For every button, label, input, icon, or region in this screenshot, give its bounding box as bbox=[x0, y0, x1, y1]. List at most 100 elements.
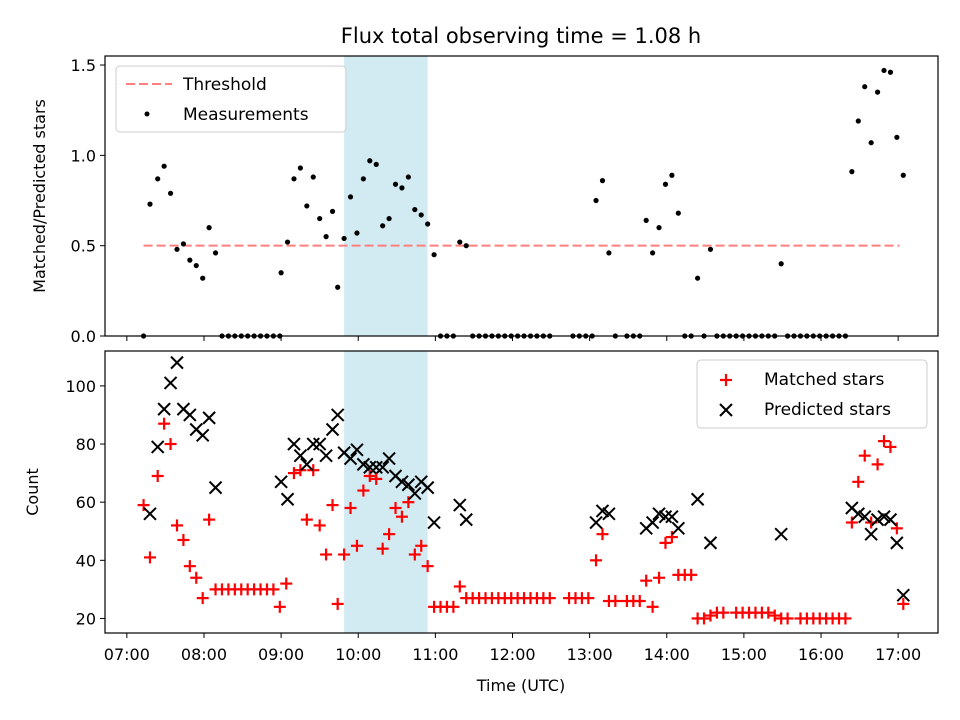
measurement-point bbox=[323, 234, 329, 240]
measurement-point bbox=[900, 172, 906, 178]
x-tick-label: 08:00 bbox=[181, 645, 227, 664]
predicted-star-point bbox=[183, 408, 197, 422]
predicted-star-point bbox=[150, 440, 165, 454]
predicted-star-point bbox=[896, 588, 910, 602]
measurement-point bbox=[707, 246, 714, 252]
predicted-star-point bbox=[645, 515, 660, 530]
predicted-star-point bbox=[208, 480, 223, 495]
matched-star-point bbox=[190, 571, 203, 584]
matched-star-point bbox=[137, 499, 150, 512]
legend-matched-label: Matched stars bbox=[764, 370, 884, 390]
matched-star-point bbox=[659, 536, 672, 549]
measurement-point bbox=[304, 203, 310, 209]
matched-star-point bbox=[852, 475, 865, 488]
top-y-ticks: 0.0 0.5 1.0 1.5 bbox=[71, 56, 105, 346]
measurement-point bbox=[161, 163, 167, 169]
measurement-point bbox=[874, 89, 881, 95]
predicted-star-point bbox=[170, 355, 184, 370]
measurement-point bbox=[862, 84, 868, 90]
x-tick-label: 07:00 bbox=[104, 645, 150, 664]
measurement-point bbox=[147, 201, 153, 207]
measurement-point bbox=[405, 174, 411, 180]
predicted-star-point bbox=[202, 411, 216, 425]
matched-star-point bbox=[143, 551, 156, 564]
matched-star-point bbox=[665, 531, 678, 544]
legend-predicted-label: Predicted stars bbox=[764, 400, 891, 420]
measurement-point bbox=[354, 230, 360, 236]
matched-star-point bbox=[698, 612, 711, 625]
matched-star-point bbox=[357, 484, 370, 497]
matched-star-point bbox=[717, 606, 730, 619]
matched-star-point bbox=[280, 577, 293, 590]
top-x-ticks bbox=[126, 336, 899, 341]
measurement-point bbox=[373, 161, 379, 167]
measurement-point bbox=[167, 190, 174, 196]
matched-star-point bbox=[415, 539, 428, 552]
predicted-star-point bbox=[319, 448, 333, 463]
x-tick-label: 12:00 bbox=[489, 645, 535, 664]
predicted-star-point bbox=[459, 512, 473, 527]
matched-star-point bbox=[370, 472, 383, 485]
matched-star-point bbox=[196, 592, 209, 605]
matched-star-point bbox=[762, 606, 775, 619]
matched-star-point bbox=[338, 548, 351, 561]
matched-star-point bbox=[344, 501, 357, 514]
matched-star-point bbox=[402, 496, 415, 509]
x-tick-label: 16:00 bbox=[798, 645, 844, 664]
matched-star-point bbox=[768, 609, 781, 622]
x-tick-label: 14:00 bbox=[644, 645, 690, 664]
matched-star-point bbox=[151, 470, 164, 483]
matched-star-point bbox=[164, 438, 177, 451]
top-y-tick-label: 0.0 bbox=[71, 327, 96, 346]
matched-star-point bbox=[203, 513, 216, 526]
matched-star-point bbox=[183, 560, 196, 573]
matched-star-point bbox=[609, 595, 622, 608]
measurement-point bbox=[380, 223, 386, 229]
predicted-star-point bbox=[350, 443, 364, 457]
predicted-star-point bbox=[375, 460, 390, 474]
matched-star-point bbox=[845, 516, 858, 529]
matched-star-point bbox=[871, 458, 884, 471]
legend-measurements-swatch bbox=[144, 111, 150, 117]
measurement-point bbox=[463, 243, 469, 249]
predicted-star-point bbox=[658, 510, 673, 524]
matched-star-point bbox=[653, 571, 666, 584]
predicted-star-point bbox=[163, 376, 178, 390]
matched-star-point bbox=[313, 519, 326, 532]
legend-predicted-swatch bbox=[719, 403, 733, 417]
measurement-point bbox=[347, 194, 354, 200]
measurement-point bbox=[278, 270, 284, 276]
measurement-point bbox=[291, 176, 297, 182]
x-tick-label: 17:00 bbox=[875, 645, 921, 664]
predicted-star-point bbox=[774, 527, 788, 541]
measurement-point bbox=[200, 275, 206, 281]
matched-star-point bbox=[300, 513, 313, 526]
matched-star-point bbox=[363, 470, 376, 483]
measurement-point bbox=[317, 215, 323, 222]
measurement-point bbox=[180, 241, 187, 247]
measurement-point bbox=[187, 257, 193, 263]
predicted-star-point bbox=[195, 428, 210, 443]
bottom-y-ticks: 20 40 60 80 100 bbox=[65, 377, 105, 628]
measurement-point bbox=[412, 206, 418, 213]
measurement-point bbox=[174, 246, 180, 252]
matched-star-point bbox=[582, 592, 595, 605]
x-tick-label: 11:00 bbox=[412, 645, 458, 664]
measurement-point bbox=[155, 176, 161, 182]
predicted-star-point bbox=[280, 492, 295, 506]
bottom-legend-box bbox=[696, 359, 928, 429]
predicted-star-point bbox=[287, 437, 301, 451]
bottom-plot-frame bbox=[104, 350, 939, 634]
measurement-point bbox=[662, 181, 669, 187]
predicted-star-point bbox=[427, 515, 441, 530]
top-panel: 0.0 0.5 1.0 1.5 Matched/Predicted stars Thr… bbox=[30, 55, 939, 346]
matched-star-point bbox=[376, 542, 389, 555]
measurement-point bbox=[457, 239, 463, 245]
measurement-point bbox=[656, 225, 662, 231]
predicted-star-point bbox=[864, 527, 878, 541]
measurement-point bbox=[606, 250, 612, 256]
measurement-point bbox=[335, 284, 341, 290]
measurement-point bbox=[341, 235, 347, 242]
measurement-point bbox=[193, 262, 199, 269]
bottom-predicted-points bbox=[143, 355, 910, 602]
